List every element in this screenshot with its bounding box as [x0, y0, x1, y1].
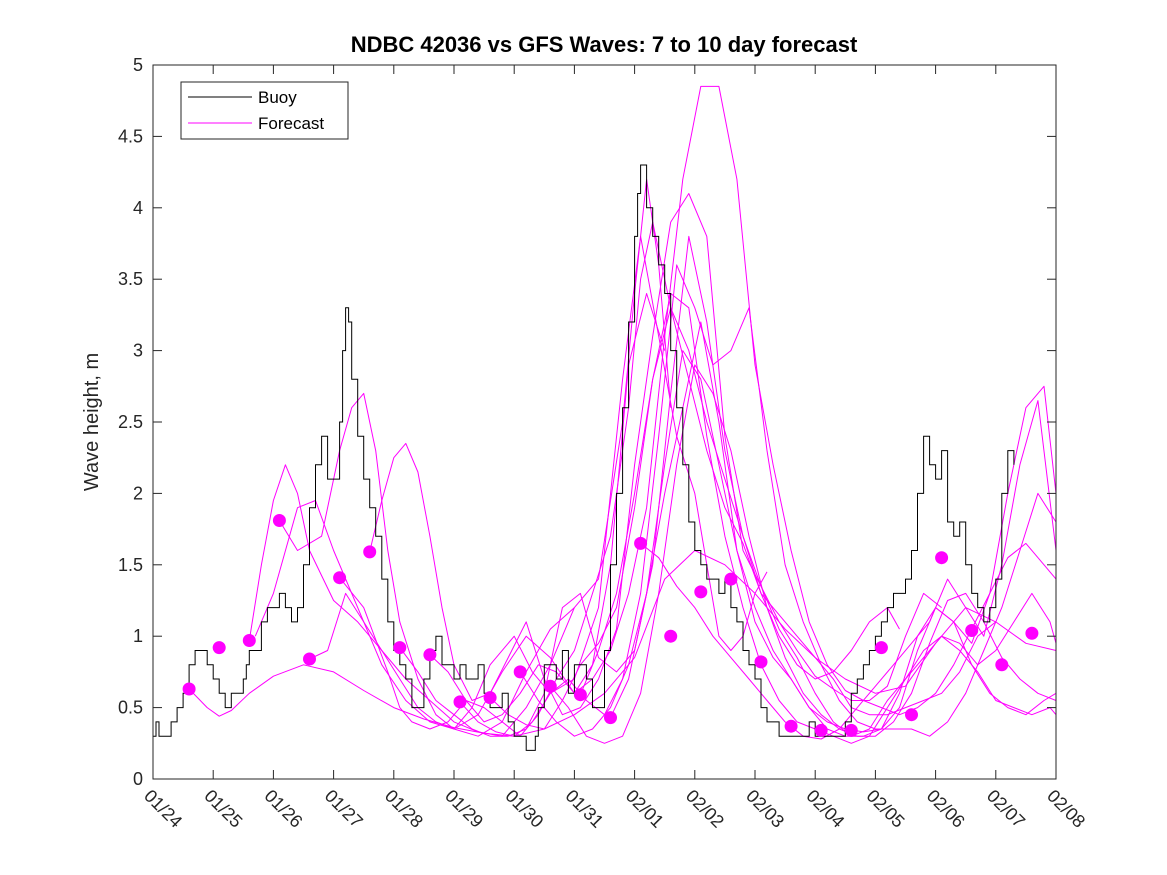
forecast-dot	[573, 688, 587, 702]
forecast-line-11	[489, 293, 1057, 744]
legend-buoy-label: Buoy	[258, 88, 297, 107]
forecast-dot	[182, 682, 196, 696]
legend-forecast-label: Forecast	[258, 114, 324, 133]
forecast-dots-layer	[182, 514, 1039, 737]
forecast-dot	[754, 655, 768, 669]
y-tick-label: 0.5	[118, 698, 143, 718]
forecast-dot	[965, 624, 979, 637]
y-axis-label: Wave height, m	[81, 353, 103, 491]
y-tick-label: 0	[133, 769, 143, 789]
forecast-dot	[423, 648, 437, 662]
legend-box	[180, 81, 349, 140]
forecast-dot	[694, 585, 708, 599]
forecast-dot	[513, 665, 527, 679]
forecast-line-10	[459, 264, 1057, 737]
forecast-dot	[844, 723, 858, 737]
forecast-dot	[303, 652, 316, 666]
legend: Buoy Forecast	[180, 81, 349, 140]
series-layer	[153, 85, 1057, 751]
forecast-line-14	[579, 307, 1057, 737]
forecast-line-16	[640, 400, 1057, 740]
forecast-dot	[363, 545, 377, 559]
forecast-dot	[272, 514, 286, 527]
forecast-dot	[634, 536, 648, 550]
forecast-dot	[483, 691, 497, 705]
y-tick-label: 1.5	[118, 555, 143, 575]
y-tick-label: 4	[133, 198, 143, 218]
y-tick-label: 4.5	[118, 126, 143, 146]
forecast-line-13	[549, 364, 1057, 744]
y-tick-label: 3.5	[118, 269, 143, 289]
forecast-dot	[905, 708, 918, 722]
forecast-dot	[453, 695, 467, 709]
forecast-dot	[935, 551, 949, 565]
forecast-dot	[212, 641, 226, 655]
y-tick-label: 2.5	[118, 412, 143, 432]
y-tick-label: 3	[133, 341, 143, 361]
buoy-line	[153, 164, 1015, 751]
forecast-dot	[724, 572, 738, 586]
forecast-line-9	[429, 85, 1057, 723]
forecast-dot	[784, 719, 798, 733]
y-tick-label: 2	[133, 483, 143, 503]
forecast-dot	[604, 711, 617, 725]
y-tick-label: 1	[133, 626, 143, 646]
chart-title: NDBC 42036 vs GFS Waves: 7 to 10 day for…	[351, 32, 858, 57]
forecast-dot	[874, 641, 888, 655]
forecast-dot	[543, 679, 557, 693]
forecast-line-7	[369, 193, 942, 716]
forecast-line-3	[254, 293, 666, 730]
forecast-dot	[393, 641, 407, 655]
forecast-dot	[664, 629, 678, 643]
forecast-dot	[1025, 626, 1039, 640]
forecast-dot	[333, 571, 347, 585]
forecast-dot	[995, 658, 1009, 672]
forecast-line-15	[610, 321, 1057, 737]
y-tick-label: 5	[133, 55, 143, 75]
forecast-dot	[242, 634, 256, 647]
forecast-dot	[814, 723, 828, 737]
